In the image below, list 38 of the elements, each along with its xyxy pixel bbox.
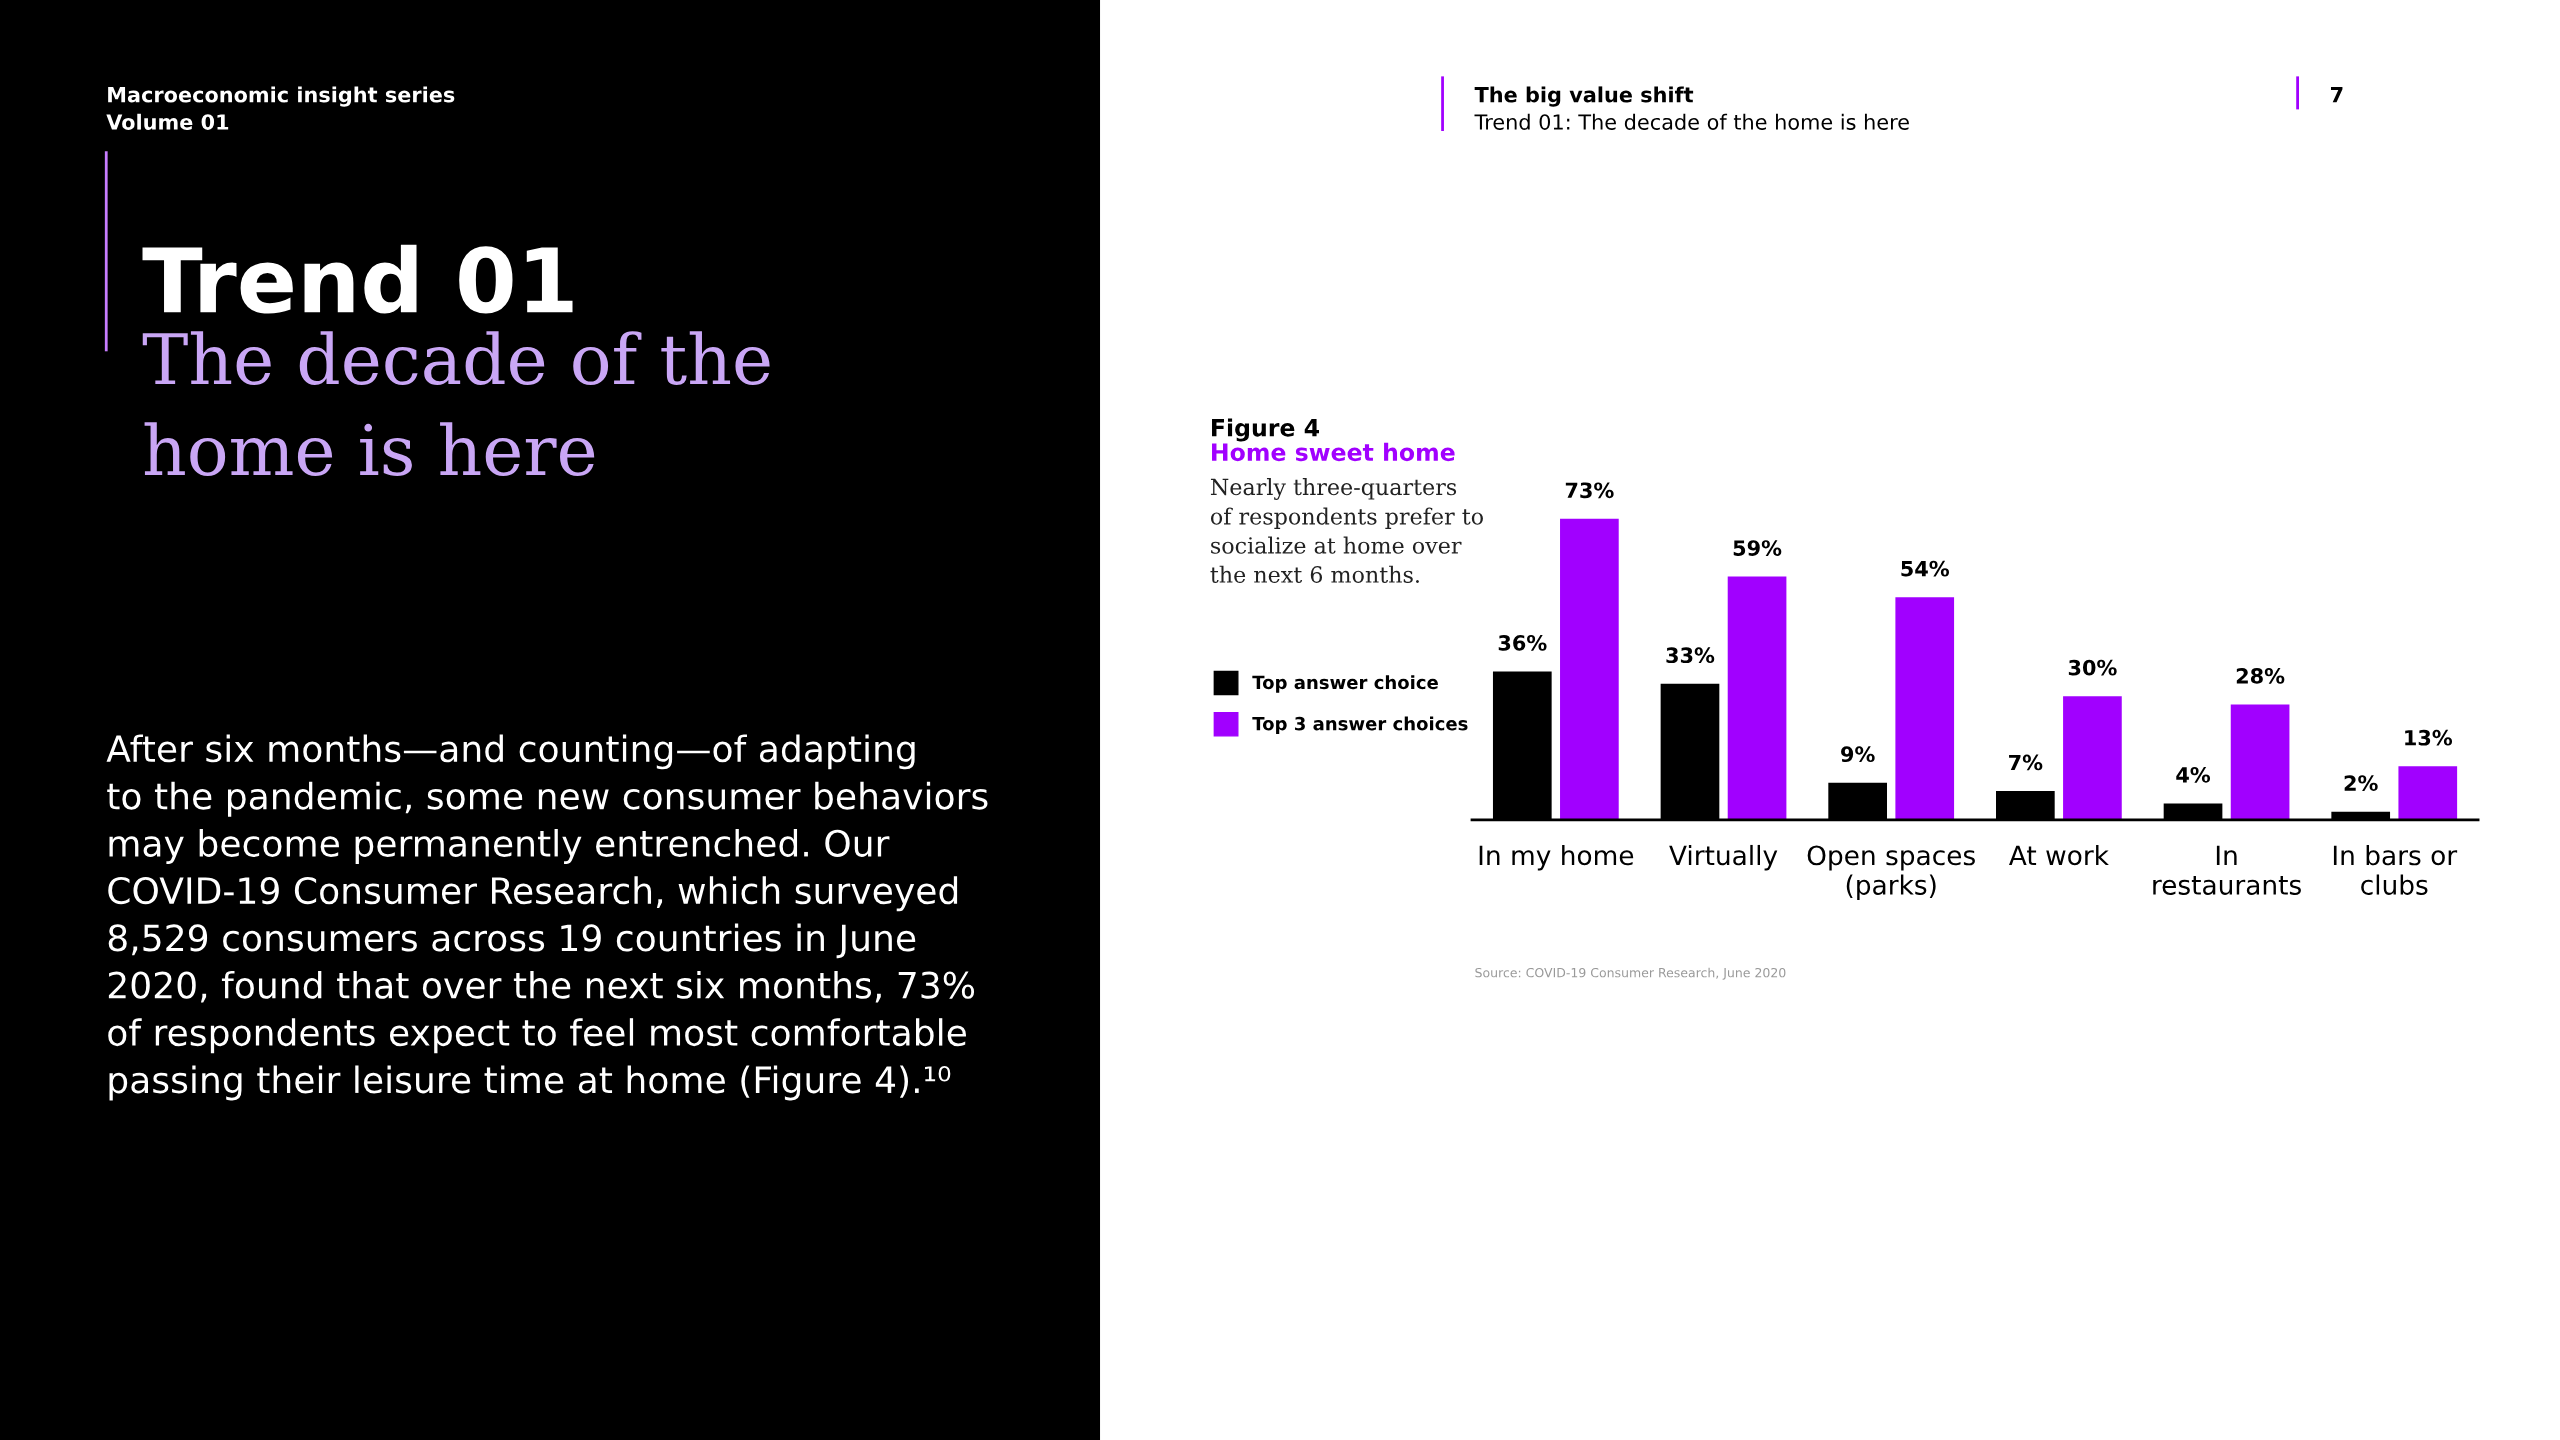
source-note: Source: COVID-19 Consumer Research, June 2020 <box>1475 967 1786 980</box>
text: The big value shift <box>1474 86 1694 107</box>
data-label: 73% <box>1565 482 1614 499</box>
legend-label: Top answer choice <box>1252 675 1438 693</box>
text: Figure 4 <box>1212 418 1320 442</box>
text: Trend 01 <box>142 244 573 314</box>
data-label: 59% <box>1733 540 1782 556</box>
legend-label: Top 3 answer choices <box>1252 716 1468 734</box>
bar <box>1560 518 1619 820</box>
annotation: Nearly three-quarters of respondents prefer to socialize at home over the next 6 months. <box>1210 478 1483 583</box>
data-label: 36% <box>1498 634 1547 651</box>
x-tick-label: In my home <box>1479 844 1634 871</box>
x-tick-label: Open spaces (parks) <box>1807 845 1975 901</box>
chart-subtitle: Home sweet home <box>1212 442 1455 462</box>
bar <box>1727 576 1787 820</box>
data-label: 54% <box>1901 560 1950 577</box>
x-tick-label: At work <box>2009 844 2109 866</box>
bar <box>2230 704 2290 820</box>
text: The decade of the home is here <box>142 331 770 476</box>
x-tick-label: In restaurants <box>2153 845 2301 895</box>
bar <box>1895 597 1955 820</box>
data-label: 9% <box>1841 746 1875 763</box>
x-tick-label: Virtually <box>1669 844 1778 871</box>
bar <box>2063 696 2122 820</box>
text: Volume 01 <box>106 113 229 130</box>
text: 7 <box>2330 87 2343 103</box>
bar <box>2398 766 2458 820</box>
data-label: 33% <box>1666 647 1715 664</box>
data-label: 13% <box>2405 729 2453 746</box>
text: After six months—and counting—of adapting to the pandemic, some new consumer behaviors may become permanently entrenched. Our COVID-19 Consumer Research, which surveyed 8,529 consumers across 19 countries in June 2020, found that over the next six months, 73% of respondents expect to feel most comfortable passing their leisure time at home (Figure 4).¹⁰ <box>106 734 988 1101</box>
data-label: 7% <box>2009 754 2043 771</box>
data-label: 4% <box>2176 766 2211 783</box>
data-label: 28% <box>2236 667 2285 684</box>
data-label: 2% <box>2344 775 2378 791</box>
text: Trend 01: The decade of the home is here <box>1474 113 1909 130</box>
data-label: 30% <box>2068 659 2117 676</box>
x-tick-label: In bars or clubs <box>2333 844 2458 895</box>
text: Macroeconomic insight series <box>108 86 455 107</box>
